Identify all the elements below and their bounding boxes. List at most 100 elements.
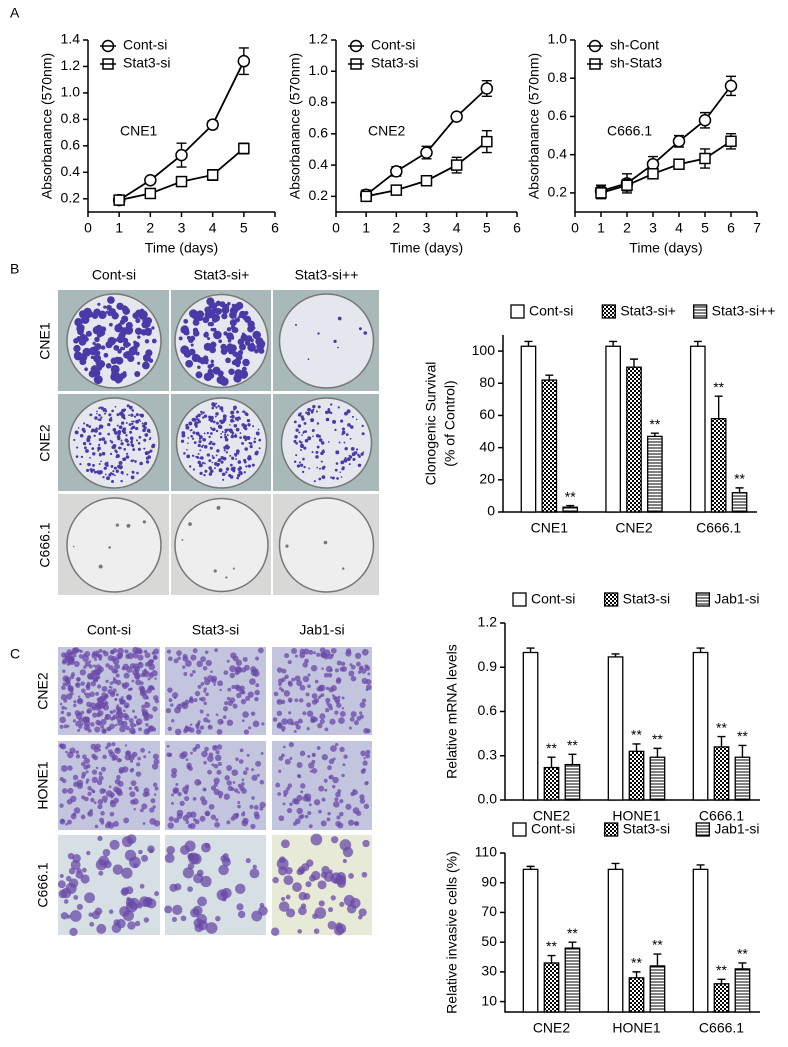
cell: [111, 923, 122, 933]
colony: [203, 432, 206, 435]
x-tick-label: 6: [727, 220, 735, 236]
colony: [301, 417, 305, 421]
colony: [96, 410, 98, 413]
cell: [284, 758, 291, 765]
colony: [113, 338, 118, 343]
x-tick-label: CNE2: [533, 808, 571, 824]
x-tick-label: 5: [240, 220, 248, 236]
colony: [108, 322, 113, 327]
cell: [207, 755, 214, 762]
colony: [117, 429, 122, 434]
colony: [230, 414, 235, 419]
cell: [88, 912, 93, 917]
cell: [67, 787, 74, 794]
cell: [143, 712, 149, 719]
cell: [170, 772, 177, 779]
cell: [254, 696, 259, 702]
cell: [145, 723, 149, 727]
colony: [209, 312, 216, 319]
colony: [258, 438, 262, 442]
cell: [116, 704, 120, 707]
colony: [355, 418, 358, 421]
cell: [115, 679, 122, 686]
bar: [607, 656, 624, 801]
cell: [296, 680, 303, 687]
cell: [304, 793, 312, 800]
cell: [59, 873, 64, 879]
colony: [211, 454, 214, 457]
cell: [110, 650, 115, 655]
cell: [148, 685, 155, 691]
colony: [304, 439, 309, 443]
column-label: Jab1-si: [299, 622, 344, 638]
cell: [189, 727, 195, 733]
y-axis-label: (% of Control): [442, 380, 458, 466]
colony: [230, 434, 235, 439]
colony: [192, 431, 196, 435]
cell: [98, 870, 104, 876]
cell: [133, 808, 136, 811]
cell: [115, 747, 120, 752]
colony: [98, 438, 102, 442]
cell: [255, 760, 262, 767]
colony: [133, 415, 137, 418]
colony: [187, 437, 190, 439]
cell: [356, 810, 362, 816]
colony: [123, 417, 126, 420]
colony: [237, 473, 241, 478]
colony: [220, 377, 229, 386]
colony: [327, 407, 331, 411]
significance-label: **: [631, 955, 642, 971]
significance-label: **: [737, 946, 748, 962]
colony: [110, 357, 118, 365]
colony: [215, 402, 218, 405]
colony: [200, 445, 204, 448]
cell: [339, 711, 346, 717]
cell: [304, 658, 309, 664]
colony: [238, 310, 247, 319]
cell: [123, 709, 126, 713]
cell: [335, 875, 347, 886]
cell: [98, 695, 105, 702]
cell: [168, 816, 174, 822]
x-tick-label: 3: [649, 220, 657, 236]
cell: [310, 833, 323, 846]
cell: [328, 907, 334, 913]
colony: [222, 417, 227, 422]
cell: [217, 718, 224, 725]
colony: [109, 439, 112, 442]
cell: [237, 791, 240, 794]
colony: [313, 480, 316, 483]
colony: [285, 544, 289, 548]
colony: [221, 431, 224, 433]
x-tick-label: 0: [571, 220, 579, 236]
colony: [122, 307, 130, 315]
cell: [215, 818, 219, 822]
cell: [250, 823, 256, 829]
cell: [237, 783, 242, 788]
cell: [215, 915, 221, 922]
colony: [98, 413, 101, 417]
colony: [242, 410, 244, 413]
axes: [504, 853, 760, 1013]
cell: [154, 891, 160, 897]
cell: [363, 803, 370, 809]
marker: [724, 79, 738, 93]
x-tick-label: HONE1: [612, 808, 660, 824]
colony: [358, 327, 362, 331]
colony: [98, 452, 102, 456]
cell: [318, 785, 325, 792]
colony: [222, 414, 227, 419]
cell: [165, 707, 172, 714]
colony: [80, 455, 84, 459]
colony: [308, 467, 311, 470]
cell: [360, 769, 366, 774]
cell: [194, 746, 197, 750]
cell: [128, 718, 134, 724]
cell: [259, 779, 265, 785]
cell: [313, 717, 318, 722]
cell: [124, 649, 129, 654]
cell: [349, 716, 355, 722]
colony: [181, 431, 186, 435]
colony: [178, 336, 183, 341]
